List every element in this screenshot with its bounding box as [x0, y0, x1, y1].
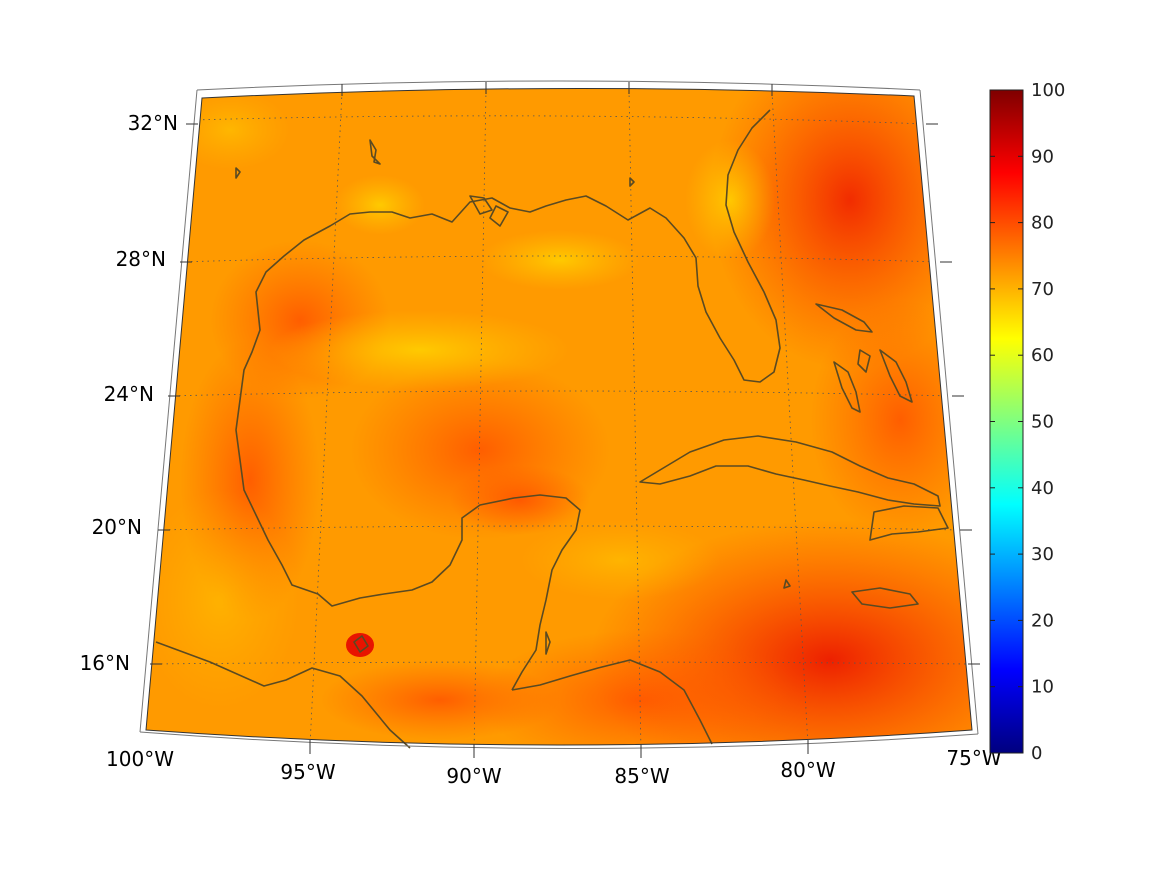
graticule — [149, 89, 969, 746]
lat-label-28n: 28°N — [116, 247, 166, 271]
colorbar-tick-label: 0 — [1031, 743, 1042, 764]
map-frame — [139, 80, 980, 758]
colorbar-tick-label: 70 — [1031, 279, 1054, 300]
colorbar-tick-label: 60 — [1031, 345, 1054, 366]
temperature-field — [146, 88, 972, 746]
lon-label-85w: 85°W — [614, 764, 669, 788]
colorbar-tick-label: 10 — [1031, 677, 1054, 698]
lon-label-95w: 95°W — [280, 760, 335, 784]
colorbar-tick-label: 30 — [1031, 544, 1054, 565]
lon-label-100w: 100°W — [106, 747, 174, 771]
longitude-labels: 100°W 95°W 90°W 85°W 80°W 75°W — [106, 746, 1002, 788]
lat-label-32n: 32°N — [128, 111, 178, 135]
lon-label-90w: 90°W — [446, 764, 501, 788]
colorbar-ticks: 0 10 20 30 40 50 60 70 80 90 100 — [990, 80, 1065, 764]
lat-label-20n: 20°N — [92, 515, 142, 539]
colorbar: 0 10 20 30 40 50 60 70 80 90 100 — [989, 80, 1065, 764]
colorbar-tick-label: 100 — [1031, 80, 1065, 101]
colorbar-tick-label: 90 — [1031, 146, 1054, 167]
lat-label-24n: 24°N — [104, 382, 154, 406]
coastlines — [155, 109, 949, 749]
colorbar-tick-label: 40 — [1031, 478, 1054, 499]
colorbar-tick-label: 80 — [1031, 213, 1054, 234]
latitude-labels: 32°N 28°N 24°N 20°N 16°N — [80, 111, 178, 675]
colorbar-tick-label: 50 — [1031, 412, 1054, 433]
lat-label-16n: 16°N — [80, 651, 130, 675]
colorbar-tick-label: 20 — [1031, 610, 1054, 631]
lon-label-80w: 80°W — [780, 758, 835, 782]
